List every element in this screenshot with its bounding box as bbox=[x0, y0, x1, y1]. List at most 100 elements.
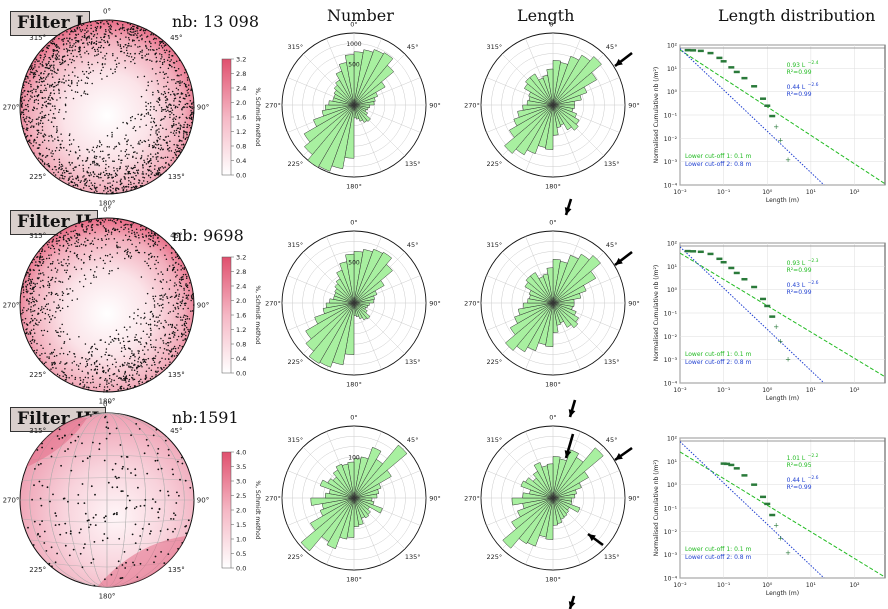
pole-point bbox=[70, 172, 72, 175]
pole-point bbox=[44, 66, 47, 69]
pole-point bbox=[143, 240, 146, 242]
pole-point bbox=[79, 47, 81, 49]
pole-point bbox=[120, 385, 123, 388]
pole-point bbox=[70, 181, 73, 184]
pole-point bbox=[57, 136, 59, 138]
pole-point bbox=[38, 74, 40, 77]
pole-point bbox=[66, 30, 68, 33]
pole-point bbox=[50, 351, 53, 354]
y-tick-label: 10⁰ bbox=[667, 482, 678, 489]
pole-point bbox=[54, 512, 57, 515]
pole-point bbox=[141, 185, 144, 187]
pole-point bbox=[118, 537, 121, 540]
pole-point bbox=[134, 166, 136, 169]
pole-point bbox=[123, 224, 125, 226]
pole-point bbox=[92, 441, 94, 444]
pole-point bbox=[55, 277, 57, 279]
fit2-exponent: −2.6 bbox=[808, 82, 819, 88]
pole-point bbox=[55, 240, 58, 242]
pole-point bbox=[47, 281, 50, 283]
pole-point bbox=[95, 365, 97, 368]
pole-point bbox=[48, 316, 51, 318]
pole-point bbox=[92, 30, 95, 33]
pole-point bbox=[84, 182, 86, 185]
pole-point bbox=[59, 298, 61, 301]
pole-point bbox=[129, 385, 132, 388]
pole-point bbox=[92, 274, 95, 277]
pole-point bbox=[160, 467, 163, 470]
pole-point bbox=[188, 289, 190, 292]
pole-point bbox=[104, 167, 107, 170]
pole-point bbox=[42, 258, 45, 260]
data-point: + bbox=[773, 521, 779, 529]
pole-point bbox=[108, 270, 111, 272]
pole-point bbox=[128, 45, 130, 47]
pole-point bbox=[89, 71, 92, 74]
pole-point bbox=[101, 239, 103, 241]
pole-point bbox=[151, 80, 153, 82]
pole-point bbox=[175, 115, 178, 118]
pole-point bbox=[135, 333, 137, 336]
pole-point bbox=[96, 22, 99, 24]
pole-point bbox=[154, 53, 156, 56]
pole-point bbox=[52, 125, 55, 128]
pole-point bbox=[158, 37, 160, 39]
pole-point bbox=[183, 323, 186, 326]
x-tick-label: 10² bbox=[849, 189, 860, 196]
pole-point bbox=[39, 162, 42, 164]
pole-point bbox=[166, 106, 168, 109]
pole-point bbox=[92, 381, 94, 383]
pole-point bbox=[132, 127, 134, 130]
pole-point bbox=[169, 351, 172, 353]
pole-point bbox=[149, 532, 151, 535]
pole-point bbox=[177, 347, 180, 349]
pole-point bbox=[34, 283, 36, 285]
pole-point bbox=[85, 27, 88, 30]
pole-point bbox=[126, 123, 129, 125]
pole-point bbox=[149, 234, 151, 236]
pole-point bbox=[123, 373, 126, 375]
pole-point bbox=[168, 364, 171, 366]
pole-point bbox=[65, 47, 68, 50]
pole-point bbox=[179, 127, 182, 129]
pole-point bbox=[50, 64, 53, 66]
pole-point bbox=[119, 167, 121, 169]
pole-point bbox=[60, 361, 62, 363]
pole-point bbox=[77, 365, 80, 367]
pole-point bbox=[116, 383, 118, 386]
pole-point bbox=[153, 145, 155, 147]
pole-point bbox=[104, 55, 106, 57]
pole-point bbox=[50, 254, 52, 256]
pole-point bbox=[43, 542, 46, 544]
pole-point bbox=[149, 311, 152, 313]
pole-point bbox=[133, 378, 136, 381]
pole-point bbox=[59, 146, 62, 149]
pole-point bbox=[155, 56, 158, 59]
pole-point bbox=[157, 174, 159, 176]
pole-point bbox=[118, 158, 120, 161]
pole-point bbox=[61, 294, 64, 296]
pole-point bbox=[56, 99, 58, 101]
rose-petal bbox=[353, 104, 360, 120]
pole-point bbox=[52, 351, 55, 354]
pole-point bbox=[32, 67, 35, 69]
pole-point bbox=[105, 160, 107, 162]
pole-point bbox=[159, 148, 162, 151]
pole-point bbox=[73, 352, 75, 355]
pole-point bbox=[176, 274, 178, 276]
pole-point bbox=[133, 178, 136, 180]
pole-point bbox=[25, 290, 28, 292]
pole-point bbox=[123, 29, 126, 32]
pole-point bbox=[136, 30, 138, 32]
pole-point bbox=[108, 153, 110, 156]
pole-point bbox=[157, 89, 159, 92]
pole-point bbox=[111, 256, 114, 258]
pole-point bbox=[179, 139, 182, 142]
compass-label-number-2: 90° bbox=[429, 495, 441, 503]
pole-point bbox=[90, 346, 93, 348]
pole-point bbox=[70, 441, 72, 444]
x-tick-label: 10⁻¹ bbox=[717, 582, 731, 589]
pole-point bbox=[56, 373, 59, 376]
pole-point bbox=[85, 160, 87, 162]
pole-point bbox=[108, 354, 111, 357]
